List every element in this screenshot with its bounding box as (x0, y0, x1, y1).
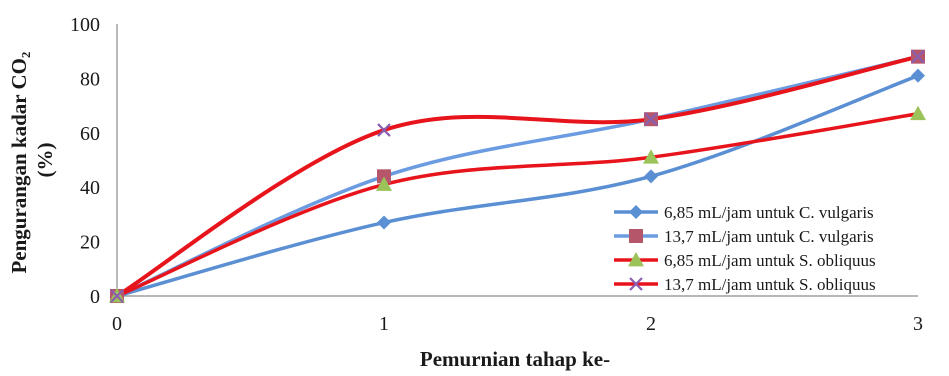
y-axis-title-line-1: Pengurangan kadar CO₂ (7, 52, 31, 274)
legend-label: 6,85 mL/jam untuk S. obliquus (664, 251, 876, 270)
series-line-1 (115, 73, 920, 298)
x-tick-labels: 0 1 2 3 (112, 313, 923, 335)
data-point-series-4-stroke (911, 49, 925, 64)
legend-box (612, 199, 944, 294)
legend-marker (628, 252, 644, 267)
data-point-series-1 (911, 68, 925, 83)
legend-marker (629, 205, 643, 219)
y-tick-label: 20 (80, 232, 100, 254)
data-point-series-4-stroke (377, 123, 391, 137)
data-point-series-1 (377, 215, 391, 230)
x-axis-title: Pemurnian tahap ke- (420, 347, 610, 371)
y-tick-label: 60 (80, 123, 100, 145)
x-tick-label: 2 (646, 313, 656, 335)
series-line-3 (115, 112, 920, 298)
data-point-series-4 (644, 112, 658, 126)
y-axis-title-line-2: (%) (33, 143, 57, 178)
legend-marker-stroke (629, 277, 643, 291)
data-point-series-3 (376, 176, 392, 191)
data-point-series-2 (377, 169, 391, 184)
legend-item: 13,7 mL/jam untuk C. vulgaris (614, 227, 874, 246)
y-tick-label: 40 (80, 177, 100, 199)
data-point-series-4 (110, 289, 124, 303)
data-point-series-4-stroke (644, 112, 658, 126)
data-point-series-4 (377, 123, 391, 137)
legend-item: 6,85 mL/jam untuk C. vulgaris (614, 203, 874, 222)
legend-item: 13,7 mL/jam untuk S. obliquus (614, 275, 876, 294)
series-line-4 (115, 54, 920, 298)
legend-marker (629, 277, 643, 291)
x-tick-label: 3 (913, 313, 923, 335)
series-line-2 (115, 54, 920, 298)
series-markers (109, 49, 926, 303)
y-tick-label: 100 (70, 14, 100, 36)
chart-axes (116, 24, 918, 297)
y-tick-label: 80 (80, 68, 100, 90)
y-axis-title: Pengurangan kadar CO₂ (%) (7, 46, 57, 273)
y-tick-labels: 0 20 40 60 80 100 (70, 14, 100, 308)
x-tick-label: 1 (379, 313, 389, 335)
data-point-series-3 (910, 105, 926, 121)
legend-label: 13,7 mL/jam untuk S. obliquus (664, 275, 876, 294)
legend-label: 13,7 mL/jam untuk C. vulgaris (664, 227, 874, 246)
data-point-series-3 (643, 149, 659, 164)
data-point-series-4-stroke (110, 289, 124, 303)
legend-label: 6,85 mL/jam untuk C. vulgaris (664, 203, 874, 222)
legend-item: 6,85 mL/jam untuk S. obliquus (614, 251, 876, 270)
y-tick-label: 0 (90, 286, 100, 308)
series-lines (115, 54, 920, 298)
data-point-series-1 (644, 169, 658, 184)
x-tick-label: 0 (112, 313, 122, 335)
legend-marker (629, 229, 643, 243)
data-point-series-4 (911, 49, 925, 64)
legend: 6,85 mL/jam untuk C. vulgaris 13,7 mL/jam… (612, 199, 944, 294)
